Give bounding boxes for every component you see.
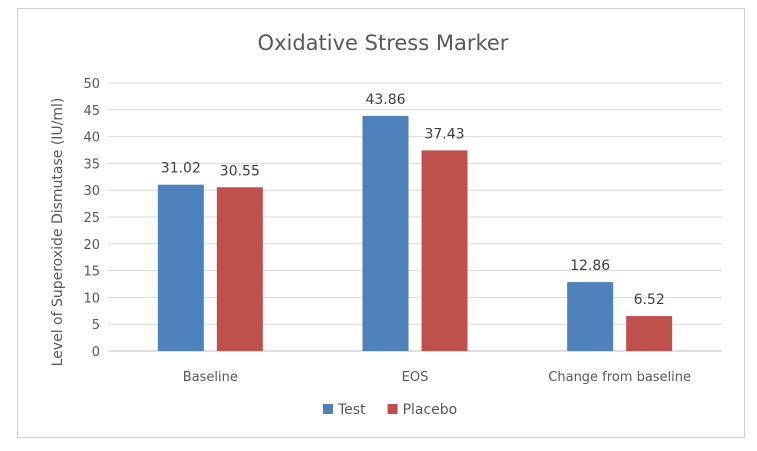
bar bbox=[216, 187, 263, 351]
legend-entry: Placebo bbox=[403, 402, 458, 418]
x-tick-label: EOS bbox=[402, 370, 429, 385]
y-tick-label: 10 bbox=[83, 291, 100, 306]
bar bbox=[157, 184, 204, 351]
data-label: 30.55 bbox=[220, 163, 260, 179]
legend-swatch bbox=[387, 404, 398, 414]
y-tick-label: 15 bbox=[83, 265, 100, 280]
legend-swatch bbox=[323, 404, 333, 414]
y-tick-label: 35 bbox=[83, 157, 100, 172]
legend: Test Placebo bbox=[323, 402, 457, 418]
y-tick-label: 40 bbox=[83, 131, 100, 146]
data-label: 12.86 bbox=[570, 258, 610, 274]
x-tick-label: Baseline bbox=[183, 370, 238, 385]
y-tick-label: 30 bbox=[83, 184, 100, 199]
data-labels: 31.02 30.55 43.86 37.43 12.86 6.52 bbox=[161, 92, 665, 308]
x-axis-ticks: Baseline EOS Change from baseline bbox=[183, 370, 691, 385]
data-label: 6.52 bbox=[634, 292, 665, 308]
y-tick-label: 0 bbox=[92, 345, 100, 360]
data-label: 43.86 bbox=[365, 92, 405, 108]
data-label: 37.43 bbox=[424, 126, 464, 142]
x-tick-label: Change from baseline bbox=[548, 370, 691, 385]
gridlines bbox=[108, 82, 722, 352]
y-axis-label: Level of Superoxide Dismutase (IU/ml) bbox=[50, 98, 66, 367]
bar bbox=[421, 150, 468, 351]
bars bbox=[157, 115, 673, 351]
data-label: 31.02 bbox=[161, 161, 201, 177]
bar bbox=[567, 282, 614, 351]
bar bbox=[362, 115, 409, 351]
y-tick-label: 20 bbox=[83, 238, 100, 253]
y-tick-label: 25 bbox=[83, 211, 100, 226]
bar bbox=[626, 316, 673, 351]
y-axis-ticks: 0 5 10 15 20 25 30 35 40 45 50 bbox=[83, 77, 100, 360]
y-tick-label: 5 bbox=[92, 318, 100, 333]
y-tick-label: 45 bbox=[83, 104, 100, 119]
chart-title: Oxidative Stress Marker bbox=[258, 31, 509, 55]
y-tick-label: 50 bbox=[83, 77, 100, 92]
legend-entry: Test bbox=[337, 402, 366, 418]
